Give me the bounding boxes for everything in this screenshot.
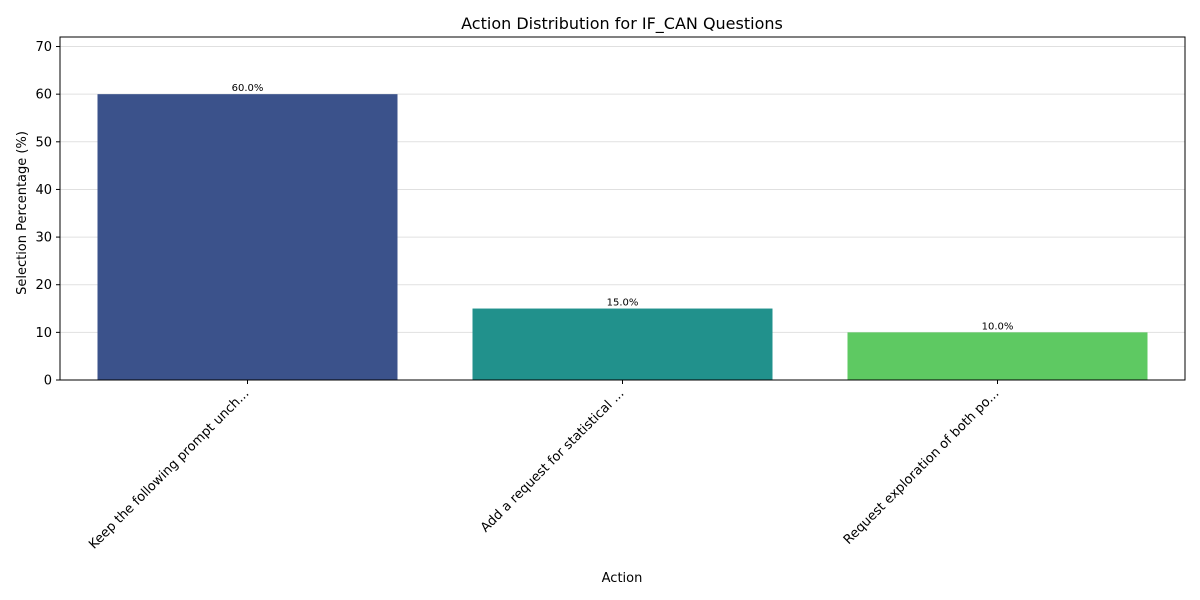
bar [847,332,1148,380]
data-labels: 60.0% 15.0% 10.0% [232,83,1014,332]
y-tick-label: 50 [35,135,52,150]
y-axis-label: Selection Percentage (%) [15,131,30,295]
bars [97,94,1148,381]
y-tick-label: 30 [35,231,52,246]
y-tick-label: 60 [35,88,52,103]
chart-title: Action Distribution for IF_CAN Questions [461,14,783,34]
x-tick-label: Keep the following prompt unch... [86,386,252,552]
y-tick-label: 0 [44,374,52,389]
y-tick-label: 20 [35,278,52,293]
x-tick-label: Request exploration of both po... [841,386,1002,547]
x-tick-label: Add a request for statistical ... [478,386,627,535]
y-tick-label: 10 [35,326,52,341]
x-axis: Keep the following prompt unch... Add a r… [86,380,1002,552]
data-label: 10.0% [982,321,1014,332]
plot-frame [59,36,1186,381]
bar [97,94,398,381]
y-tick-label: 70 [35,40,52,55]
y-tick-label: 40 [35,183,52,198]
data-label: 60.0% [232,83,264,94]
x-axis-label: Action [602,571,643,586]
y-axis: 0 10 20 30 40 50 60 70 [35,40,60,389]
bar [472,308,773,380]
data-label: 15.0% [607,298,639,309]
